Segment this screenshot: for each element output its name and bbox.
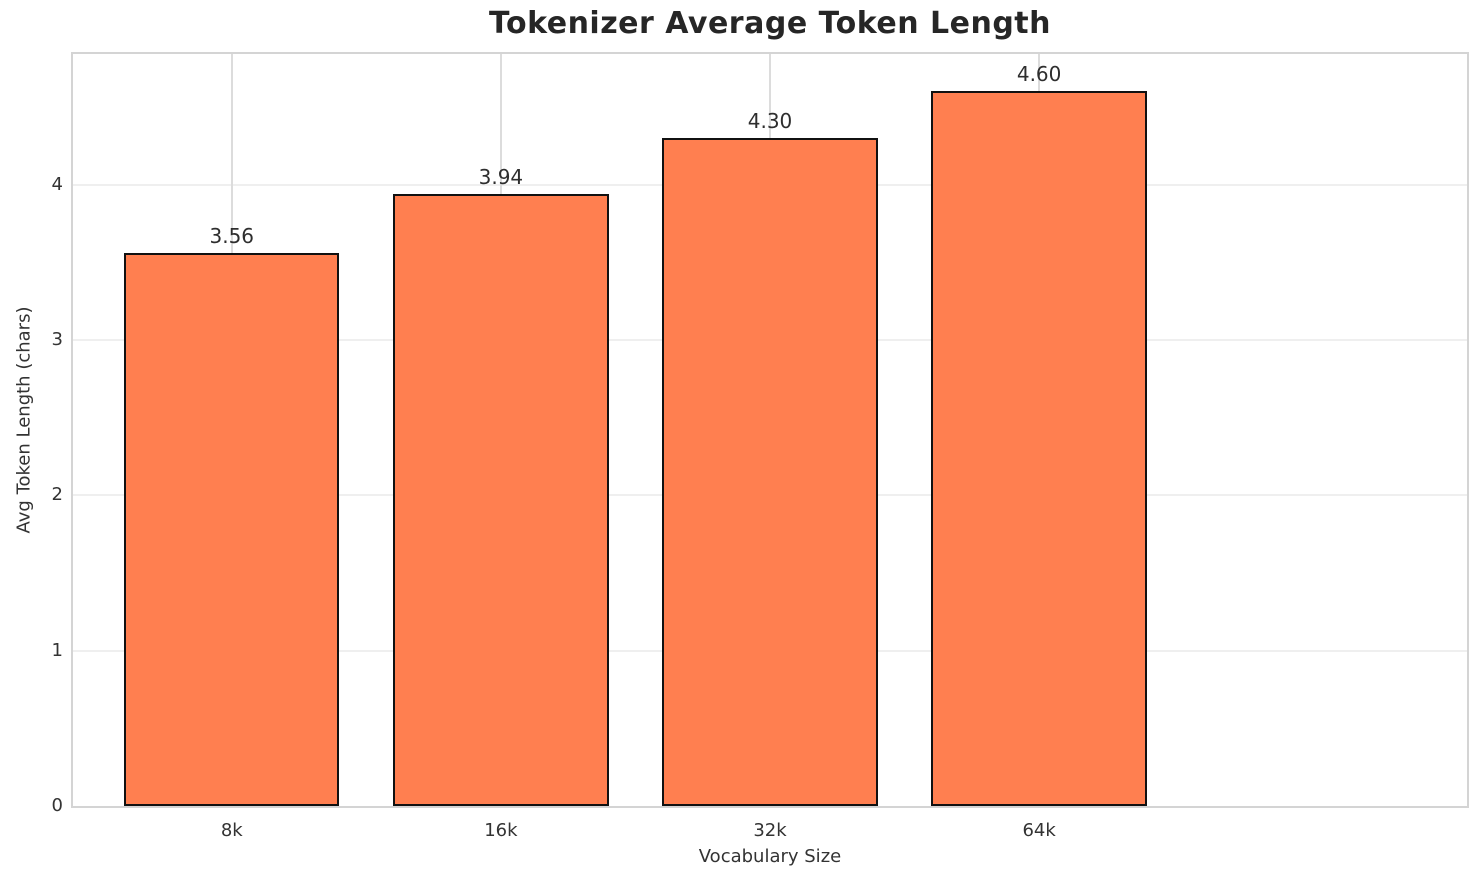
bar-value-label: 4.30: [747, 108, 793, 133]
chart-title: Tokenizer Average Token Length: [488, 6, 1051, 41]
bar-64k: [931, 91, 1147, 806]
x-tick-label: 8k: [220, 820, 243, 841]
bar-value-label: 4.60: [1016, 62, 1062, 87]
bar-16k: [393, 193, 609, 806]
x-tick-label: 16k: [484, 820, 518, 841]
y-tick-label: 4: [51, 173, 63, 195]
bar-value-label: 3.94: [478, 164, 524, 189]
y-tick-label: 0: [51, 795, 63, 816]
y-tick-label: 3: [51, 328, 63, 350]
x-tick-label: 64k: [1022, 820, 1056, 841]
plot-area: 3.56 3.94 4.30 4.60: [71, 52, 1469, 808]
bar-value-label: 3.56: [209, 223, 255, 248]
x-tick-label: 32k: [753, 820, 787, 841]
y-tick-label: 1: [51, 639, 63, 661]
bar-32k: [662, 137, 878, 806]
x-axis-label: Vocabulary Size: [698, 846, 842, 867]
bar-8k: [124, 252, 340, 806]
y-tick-label: 2: [51, 484, 63, 506]
